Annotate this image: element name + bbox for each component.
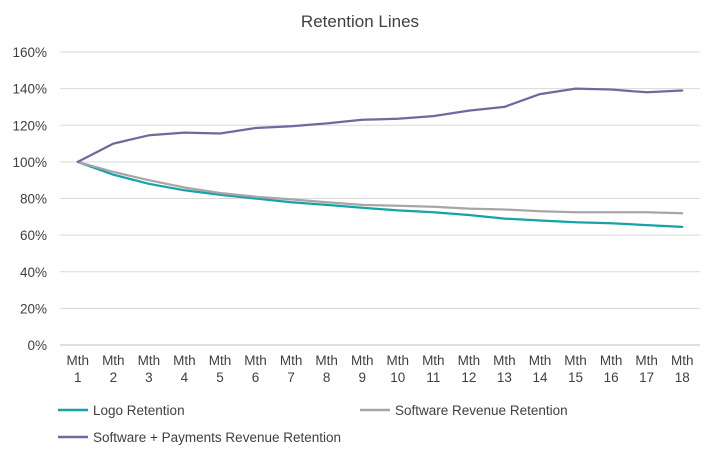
x-tick-label: Mth 16 (600, 353, 623, 385)
legend: Logo Retention Software Revenue Retention… (58, 403, 568, 445)
legend-label-1: Logo Retention (93, 403, 185, 418)
y-tick-label: 140% (12, 82, 47, 97)
legend-label-2: Software Revenue Retention (395, 403, 568, 418)
x-tick-label: Mth 9 (351, 353, 374, 385)
y-tick-label: 100% (12, 155, 47, 170)
x-tick-label: Mth 17 (635, 353, 658, 385)
x-tick-label: Mth 8 (315, 353, 338, 385)
x-tick-label: Mth 18 (671, 353, 694, 385)
series-line-2 (76, 160, 684, 215)
series-lines (76, 87, 684, 229)
y-tick-label: 160% (12, 45, 47, 60)
x-tick-label: Mth 2 (102, 353, 125, 385)
x-tick-label: Mth 15 (564, 353, 587, 385)
y-axis: 0% 20% 40% 60% 80% 100% 120% 140% 160% (12, 45, 47, 353)
y-tick-label: 20% (20, 301, 47, 316)
series-line-1 (76, 160, 684, 229)
x-axis: Mth 1 Mth 2 Mth 3 Mth 4 Mth 5 Mth 6 Mth 7 Mth 8 Mth 9 Mth 1… (60, 344, 700, 385)
y-tick-label: 60% (20, 228, 47, 243)
x-tick-label: Mth 14 (529, 353, 552, 385)
x-tick-label: Mth 13 (493, 353, 516, 385)
chart-title: Retention Lines (301, 12, 419, 31)
x-tick-label: Mth 11 (422, 353, 445, 385)
y-tick-label: 0% (27, 338, 47, 353)
x-tick-label: Mth 4 (173, 353, 196, 385)
y-tick-label: 80% (20, 192, 47, 207)
y-tick-label: 120% (12, 118, 47, 133)
x-tick-label: Mth 3 (138, 353, 161, 385)
legend-label-3: Software + Payments Revenue Retention (93, 430, 341, 445)
x-tick-label: Mth 5 (209, 353, 232, 385)
x-tick-label: Mth 10 (387, 353, 410, 385)
x-tick-label: Mth 7 (280, 353, 303, 385)
x-tick-label: Mth 12 (458, 353, 481, 385)
series-line-3 (76, 87, 684, 164)
x-tick-label: Mth 1 (67, 353, 90, 385)
x-tick-label: Mth 6 (244, 353, 267, 385)
y-tick-label: 40% (20, 265, 47, 280)
grid-lines (60, 51, 700, 309)
